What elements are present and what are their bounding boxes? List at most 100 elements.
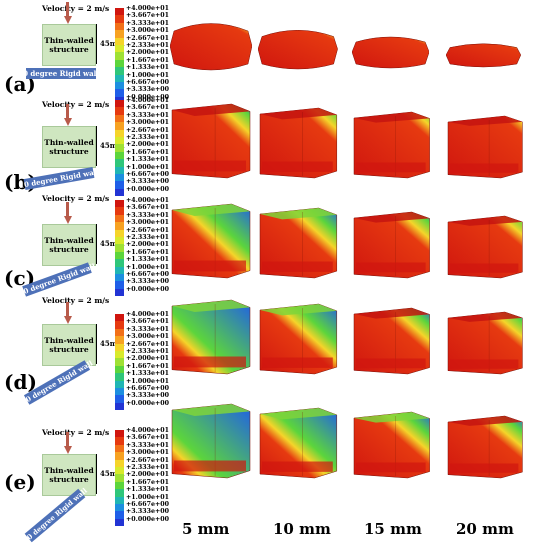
colorbar-swatch bbox=[115, 321, 124, 329]
colorbar-swatch bbox=[115, 437, 124, 445]
tick-label: +4.000e+01 bbox=[126, 427, 170, 434]
deformation-render bbox=[170, 298, 252, 380]
tick-label: +6.667e+00 bbox=[126, 79, 170, 87]
colorbar-ticks: +4.000e+01 +3.667e+01 +3.333e+01 +3.000e+01… bbox=[126, 427, 169, 523]
thin-walled-structure-box: Thin-walled structure bbox=[42, 224, 96, 266]
colorbar-swatch bbox=[115, 89, 124, 97]
colorbar-swatch bbox=[115, 214, 124, 223]
colorbar-swatch bbox=[115, 266, 124, 274]
dimension-line bbox=[96, 224, 97, 264]
colorbar bbox=[115, 100, 124, 197]
deformation-render bbox=[170, 402, 252, 484]
tick-label: +3.000e+01 bbox=[126, 27, 170, 35]
tick-label: +2.333e+01 bbox=[126, 348, 170, 356]
tick-label: +2.667e+01 bbox=[126, 126, 170, 134]
deformation-render bbox=[446, 114, 524, 184]
row-label: (e) bbox=[4, 470, 36, 494]
tick-label: +3.333e+01 bbox=[126, 211, 170, 219]
colorbar-swatch bbox=[115, 365, 124, 374]
caption-15mm: 15 mm bbox=[364, 520, 422, 538]
caption-10mm: 10 mm bbox=[273, 520, 331, 538]
tick-label: +6.667e+00 bbox=[126, 271, 170, 279]
deformation-render bbox=[446, 214, 524, 284]
colorbar-swatch bbox=[115, 207, 124, 215]
colorbar-swatch bbox=[115, 395, 124, 403]
colorbar-swatch bbox=[115, 122, 124, 130]
deformation-render bbox=[446, 310, 524, 380]
tick-label: +3.000e+01 bbox=[126, 333, 170, 341]
colorbar-ticks: +4.000e+01 +3.667e+01 +3.333e+01 +3.000e+01… bbox=[126, 311, 169, 407]
tick-label: +1.667e+01 bbox=[126, 148, 170, 156]
velocity-arrow-icon bbox=[64, 302, 72, 324]
colorbar-swatch bbox=[115, 380, 124, 388]
colorbar-swatch bbox=[115, 444, 124, 453]
colorbar-swatch bbox=[115, 343, 124, 351]
tick-label: +2.000e+01 bbox=[126, 355, 170, 363]
tick-label: +3.667e+01 bbox=[126, 104, 170, 112]
dimension-label: 45mm bbox=[100, 141, 125, 150]
tick-label: +2.000e+01 bbox=[126, 141, 170, 149]
colorbar-swatch bbox=[115, 251, 124, 260]
colorbar-swatch bbox=[115, 452, 124, 460]
deformation-render bbox=[352, 110, 432, 184]
colorbar-swatch bbox=[115, 496, 124, 504]
velocity-arrow-icon bbox=[64, 202, 72, 224]
tick-label: +3.000e+01 bbox=[126, 219, 170, 227]
colorbar-swatch bbox=[115, 259, 124, 267]
colorbar-swatch bbox=[115, 314, 124, 322]
tick-label: +3.000e+01 bbox=[126, 449, 170, 457]
colorbar-swatch bbox=[115, 144, 124, 152]
dimension-line bbox=[96, 24, 97, 64]
tick-label: +6.667e+00 bbox=[126, 385, 170, 393]
colorbar bbox=[115, 430, 124, 527]
tick-label: +1.667e+01 bbox=[126, 248, 170, 256]
velocity-label: Velocity = 2 m/s bbox=[42, 100, 110, 109]
tick-label: +4.000e+01 bbox=[126, 5, 170, 12]
colorbar-swatch bbox=[115, 518, 124, 527]
colorbar-swatch bbox=[115, 37, 124, 45]
thin-walled-structure-box: Thin-walled structure bbox=[42, 324, 96, 366]
tick-label: +3.333e+00 bbox=[126, 508, 170, 516]
colorbar-swatch bbox=[115, 200, 124, 208]
dimension-line bbox=[96, 454, 97, 494]
tick-label: +1.667e+01 bbox=[126, 56, 170, 64]
colorbar-swatch bbox=[115, 459, 124, 467]
tick-label: +1.333e+01 bbox=[126, 256, 170, 264]
tick-label: +6.667e+00 bbox=[126, 501, 170, 509]
colorbar bbox=[115, 200, 124, 297]
dimension-line bbox=[96, 126, 97, 166]
tick-label: +3.333e+00 bbox=[126, 392, 170, 400]
colorbar-swatch bbox=[115, 273, 124, 282]
colorbar-swatch bbox=[115, 336, 124, 344]
colorbar-swatch bbox=[115, 402, 124, 411]
deformation-render bbox=[257, 24, 338, 78]
colorbar-swatch bbox=[115, 52, 124, 60]
colorbar-swatch bbox=[115, 503, 124, 512]
deformation-render bbox=[169, 16, 253, 80]
tick-label: +4.000e+01 bbox=[126, 97, 170, 104]
rigid-wall: 0 degree Rigid wall bbox=[23, 68, 99, 79]
velocity-label: Velocity = 2 m/s bbox=[42, 194, 110, 203]
tick-label: +4.000e+01 bbox=[126, 197, 170, 204]
tick-label: +2.667e+01 bbox=[126, 226, 170, 234]
colorbar-swatch bbox=[115, 74, 124, 82]
velocity-label: Velocity = 2 m/s bbox=[42, 428, 110, 437]
tick-label: +3.333e+01 bbox=[126, 19, 170, 27]
deformation-render bbox=[258, 206, 339, 284]
thin-walled-structure-box: Thin-walled structure bbox=[42, 126, 96, 168]
dimension-line bbox=[96, 324, 97, 364]
deformation-render bbox=[170, 202, 252, 284]
tick-label: +0.000e+00 bbox=[126, 285, 170, 293]
tick-label: +3.333e+00 bbox=[126, 278, 170, 286]
colorbar-swatch bbox=[115, 229, 124, 237]
colorbar-swatch bbox=[115, 489, 124, 497]
colorbar-swatch bbox=[115, 222, 124, 230]
colorbar-swatch bbox=[115, 67, 124, 75]
deformation-render bbox=[258, 106, 339, 184]
colorbar-swatch bbox=[115, 159, 124, 167]
colorbar-swatch bbox=[115, 328, 124, 337]
row-1: (a) Velocity = 2 m/s Thin-walled structure… bbox=[0, 2, 550, 106]
colorbar-swatch bbox=[115, 481, 124, 490]
colorbar-swatch bbox=[115, 281, 124, 289]
tick-label: +1.000e+01 bbox=[126, 71, 170, 79]
